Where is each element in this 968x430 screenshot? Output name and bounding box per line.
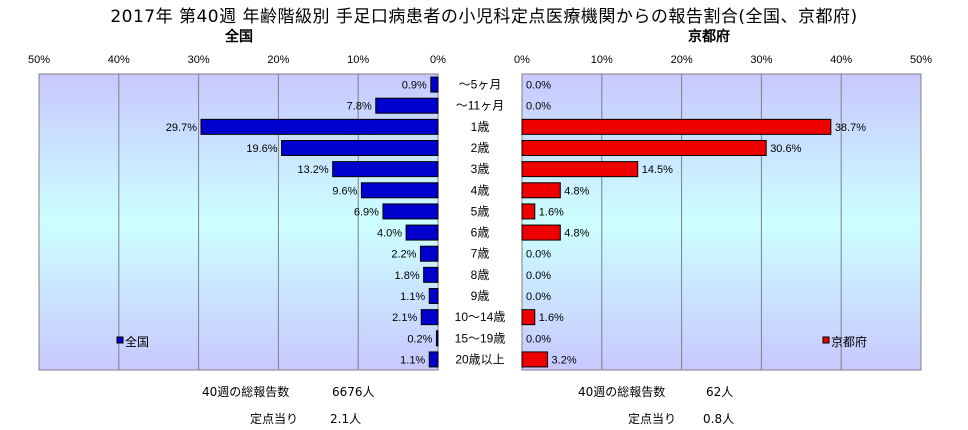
kyoto-data-label: 30.6% — [770, 143, 801, 155]
national-data-label: 7.8% — [347, 101, 372, 113]
national-data-label: 4.0% — [377, 228, 402, 240]
kyoto-data-label: 3.2% — [552, 354, 577, 366]
kyoto-bar — [521, 351, 549, 368]
kyoto-data-label: 14.5% — [642, 164, 673, 176]
national-data-label: 29.7% — [166, 122, 197, 134]
category-label: 4歳 — [471, 183, 490, 197]
category-label: 8歳 — [471, 268, 490, 282]
kyoto-bar — [521, 140, 767, 156]
kyoto-data-label: 0.0% — [526, 291, 551, 303]
national-bar — [200, 118, 439, 135]
national-legend-label: 全国 — [125, 334, 149, 349]
national-bar — [332, 161, 439, 178]
kyoto-legend-swatch — [822, 336, 830, 344]
national-tick-label: 40% — [108, 54, 130, 66]
national-data-label: 0.2% — [407, 333, 432, 345]
national-data-label: 2.2% — [391, 249, 416, 261]
kyoto-tick-label: 30% — [750, 54, 772, 66]
kyoto-tick-label: 10% — [591, 54, 613, 66]
national-data-label: 0.9% — [402, 80, 427, 92]
national-tick-label: 20% — [267, 54, 289, 66]
national-bar — [430, 76, 439, 93]
kyoto-data-label: 0.0% — [526, 80, 551, 92]
national-total-label: 40週の総報告数 — [202, 385, 290, 399]
kyoto-bar — [521, 161, 639, 178]
national-data-label: 6.9% — [354, 206, 379, 218]
category-label: 1歳 — [471, 120, 490, 134]
category-label: 10～14歳 — [455, 310, 506, 324]
national-bar — [419, 245, 439, 262]
national-bar — [360, 182, 439, 199]
national-bar — [428, 351, 439, 368]
kyoto-data-label: 0.0% — [526, 101, 551, 113]
kyoto-bar — [521, 118, 832, 135]
kyoto-per-value: 0.8人 — [703, 412, 735, 426]
national-plot-area — [38, 73, 439, 371]
category-label: 6歳 — [471, 226, 490, 240]
kyoto-data-label: 1.6% — [539, 312, 564, 324]
national-data-label: 1.8% — [395, 270, 420, 282]
category-label: 7歳 — [471, 247, 490, 261]
kyoto-tick-label: 40% — [830, 54, 852, 66]
kyoto-bar — [521, 182, 561, 199]
kyoto-total-label: 40週の総報告数 — [578, 385, 666, 399]
category-label: ～11ヶ月 — [456, 99, 504, 113]
national-data-label: 2.1% — [392, 312, 417, 324]
national-bar — [405, 224, 439, 241]
category-label: 5歳 — [471, 204, 490, 218]
national-data-label: 9.6% — [332, 185, 357, 197]
kyoto-data-label: 38.7% — [835, 122, 866, 134]
kyoto-data-label: 0.0% — [526, 333, 551, 345]
kyoto-data-label: 1.6% — [539, 206, 564, 218]
kyoto-panel-title: 京都府 — [688, 29, 730, 45]
kyoto-legend-label: 京都府 — [831, 334, 867, 349]
kyoto-plot-area — [521, 73, 922, 371]
category-label: ～5ヶ月 — [459, 78, 502, 92]
category-label: 20歳以上 — [455, 352, 504, 366]
national-bar — [375, 97, 439, 114]
national-bar — [428, 288, 439, 304]
category-label: 3歳 — [471, 162, 490, 176]
national-bar — [382, 203, 439, 220]
national-tick-label: 30% — [188, 54, 210, 66]
kyoto-per-label: 定点当り — [628, 412, 677, 426]
category-label: 2歳 — [471, 141, 490, 155]
national-per-value: 2.1人 — [330, 412, 362, 426]
national-panel-title: 全国 — [225, 29, 253, 45]
national-tick-label: 10% — [347, 54, 369, 66]
kyoto-bar — [521, 224, 561, 241]
kyoto-tick-label: 0% — [514, 54, 530, 66]
national-bar — [281, 140, 439, 156]
national-data-label: 1.1% — [400, 291, 425, 303]
national-tick-label: 50% — [28, 54, 50, 66]
kyoto-total-value: 62人 — [706, 385, 734, 399]
national-legend-swatch — [116, 336, 124, 344]
kyoto-data-label: 0.0% — [526, 270, 551, 282]
national-per-label: 定点当り — [250, 412, 299, 426]
national-data-label: 1.1% — [400, 354, 425, 366]
kyoto-tick-label: 50% — [910, 54, 932, 66]
national-data-label: 13.2% — [297, 164, 328, 176]
national-bar — [420, 309, 439, 326]
national-tick-label: 0% — [430, 54, 446, 66]
kyoto-bar — [521, 309, 536, 326]
national-bar — [435, 330, 439, 347]
kyoto-data-label: 0.0% — [526, 249, 551, 261]
chart-title: 2017年 第40週 年齢階級別 手足口病患者の小児科定点医療機関からの報告割合… — [110, 7, 858, 27]
national-bar — [423, 266, 439, 283]
category-label: 15～19歳 — [455, 331, 506, 345]
category-label: 9歳 — [471, 289, 490, 303]
kyoto-tick-label: 20% — [671, 54, 693, 66]
kyoto-data-label: 4.8% — [564, 228, 589, 240]
national-total-value: 6676人 — [332, 385, 375, 399]
kyoto-data-label: 4.8% — [564, 185, 589, 197]
national-data-label: 19.6% — [246, 143, 277, 155]
kyoto-bar — [521, 203, 536, 220]
